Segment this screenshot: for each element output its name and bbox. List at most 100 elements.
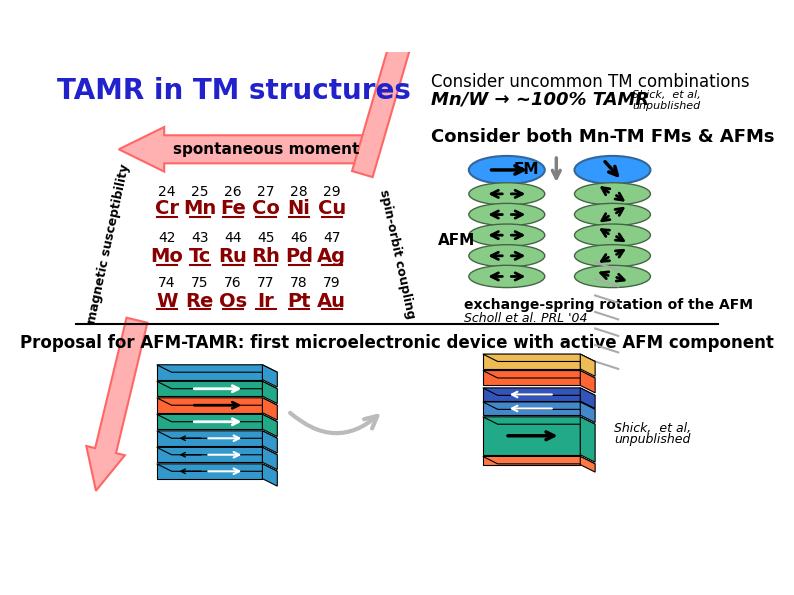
Text: AFM: AFM bbox=[438, 233, 476, 248]
FancyArrow shape bbox=[119, 127, 375, 171]
Polygon shape bbox=[483, 456, 596, 464]
Polygon shape bbox=[263, 447, 277, 469]
Text: unpublished: unpublished bbox=[632, 101, 700, 111]
Text: 74: 74 bbox=[158, 276, 175, 290]
Polygon shape bbox=[263, 414, 277, 437]
Ellipse shape bbox=[468, 183, 545, 205]
Text: Cr: Cr bbox=[155, 199, 179, 218]
Bar bbox=[156, 414, 263, 429]
Text: 24: 24 bbox=[158, 185, 175, 199]
FancyArrow shape bbox=[352, 0, 424, 177]
Text: 27: 27 bbox=[257, 185, 275, 199]
Polygon shape bbox=[156, 381, 277, 389]
Text: Shick,  et al,: Shick, et al, bbox=[614, 422, 692, 435]
Ellipse shape bbox=[575, 265, 650, 287]
FancyArrowPatch shape bbox=[290, 413, 377, 433]
Polygon shape bbox=[263, 365, 277, 387]
Bar bbox=[483, 456, 580, 465]
Ellipse shape bbox=[468, 156, 545, 184]
Text: Ni: Ni bbox=[287, 199, 310, 218]
Text: Rh: Rh bbox=[252, 247, 280, 266]
Text: 28: 28 bbox=[290, 185, 307, 199]
Text: 46: 46 bbox=[290, 231, 307, 245]
Polygon shape bbox=[263, 464, 277, 486]
Text: 45: 45 bbox=[257, 231, 275, 245]
Bar bbox=[483, 388, 580, 401]
Text: 29: 29 bbox=[323, 185, 341, 199]
Text: 43: 43 bbox=[191, 231, 209, 245]
Text: Shick,  et al,: Shick, et al, bbox=[632, 90, 701, 100]
Bar bbox=[483, 416, 580, 455]
Bar bbox=[156, 398, 263, 413]
Polygon shape bbox=[580, 388, 596, 409]
Polygon shape bbox=[156, 431, 277, 439]
Text: 26: 26 bbox=[224, 185, 241, 199]
Ellipse shape bbox=[468, 245, 545, 267]
Polygon shape bbox=[483, 416, 596, 424]
Polygon shape bbox=[580, 371, 596, 393]
Text: magnetic susceptibility: magnetic susceptibility bbox=[86, 162, 133, 324]
Text: Tc: Tc bbox=[188, 247, 211, 266]
Polygon shape bbox=[263, 381, 277, 403]
Ellipse shape bbox=[575, 183, 650, 205]
Ellipse shape bbox=[575, 245, 650, 267]
Polygon shape bbox=[483, 354, 596, 362]
Text: Fe: Fe bbox=[220, 199, 245, 218]
Ellipse shape bbox=[468, 265, 545, 287]
Text: Proposal for AFM-TAMR: first microelectronic device with active AFM component: Proposal for AFM-TAMR: first microelectr… bbox=[20, 334, 774, 352]
Ellipse shape bbox=[575, 203, 650, 226]
Bar bbox=[483, 354, 580, 369]
Polygon shape bbox=[580, 354, 596, 377]
Text: Pd: Pd bbox=[285, 247, 313, 266]
Polygon shape bbox=[580, 416, 596, 462]
Bar bbox=[156, 431, 263, 446]
Text: FM: FM bbox=[514, 162, 539, 177]
Text: Mo: Mo bbox=[150, 247, 183, 266]
Ellipse shape bbox=[575, 156, 650, 184]
Text: 25: 25 bbox=[191, 185, 209, 199]
Text: spontaneous moment: spontaneous moment bbox=[172, 142, 359, 157]
Polygon shape bbox=[156, 464, 277, 471]
Text: Au: Au bbox=[318, 292, 346, 311]
Bar bbox=[156, 365, 263, 380]
Polygon shape bbox=[156, 414, 277, 422]
Bar bbox=[156, 381, 263, 396]
Text: 44: 44 bbox=[224, 231, 241, 245]
Text: Ru: Ru bbox=[218, 247, 247, 266]
Text: Ir: Ir bbox=[257, 292, 274, 311]
Text: 77: 77 bbox=[257, 276, 275, 290]
Text: W: W bbox=[156, 292, 177, 311]
Bar bbox=[483, 371, 580, 386]
Bar bbox=[483, 402, 580, 415]
Polygon shape bbox=[156, 398, 277, 405]
Polygon shape bbox=[483, 388, 596, 395]
Polygon shape bbox=[156, 365, 277, 372]
Ellipse shape bbox=[468, 203, 545, 226]
Bar bbox=[156, 447, 263, 462]
Polygon shape bbox=[483, 402, 596, 409]
Polygon shape bbox=[263, 398, 277, 420]
FancyArrow shape bbox=[87, 318, 148, 491]
Text: Ag: Ag bbox=[318, 247, 346, 266]
Bar bbox=[156, 464, 263, 479]
Text: Co: Co bbox=[252, 199, 279, 218]
Text: TAMR in TM structures: TAMR in TM structures bbox=[57, 77, 411, 105]
Text: 78: 78 bbox=[290, 276, 307, 290]
Ellipse shape bbox=[468, 224, 545, 246]
Polygon shape bbox=[156, 447, 277, 455]
Polygon shape bbox=[580, 402, 596, 422]
Text: exchange-spring rotation of the AFM: exchange-spring rotation of the AFM bbox=[464, 298, 753, 312]
Text: Mn/W → ~100% TAMR: Mn/W → ~100% TAMR bbox=[431, 90, 649, 109]
Text: Consider both Mn-TM FMs & AFMs: Consider both Mn-TM FMs & AFMs bbox=[431, 128, 774, 146]
Text: 76: 76 bbox=[224, 276, 241, 290]
Text: unpublished: unpublished bbox=[614, 433, 691, 446]
Text: 42: 42 bbox=[158, 231, 175, 245]
Polygon shape bbox=[263, 431, 277, 453]
Text: Consider uncommon TM combinations: Consider uncommon TM combinations bbox=[431, 73, 750, 90]
Text: 47: 47 bbox=[323, 231, 341, 245]
Text: spin-orbit coupling: spin-orbit coupling bbox=[377, 188, 417, 320]
Text: Re: Re bbox=[186, 292, 214, 311]
Text: Mn: Mn bbox=[183, 199, 216, 218]
Ellipse shape bbox=[575, 224, 650, 246]
Text: 79: 79 bbox=[323, 276, 341, 290]
